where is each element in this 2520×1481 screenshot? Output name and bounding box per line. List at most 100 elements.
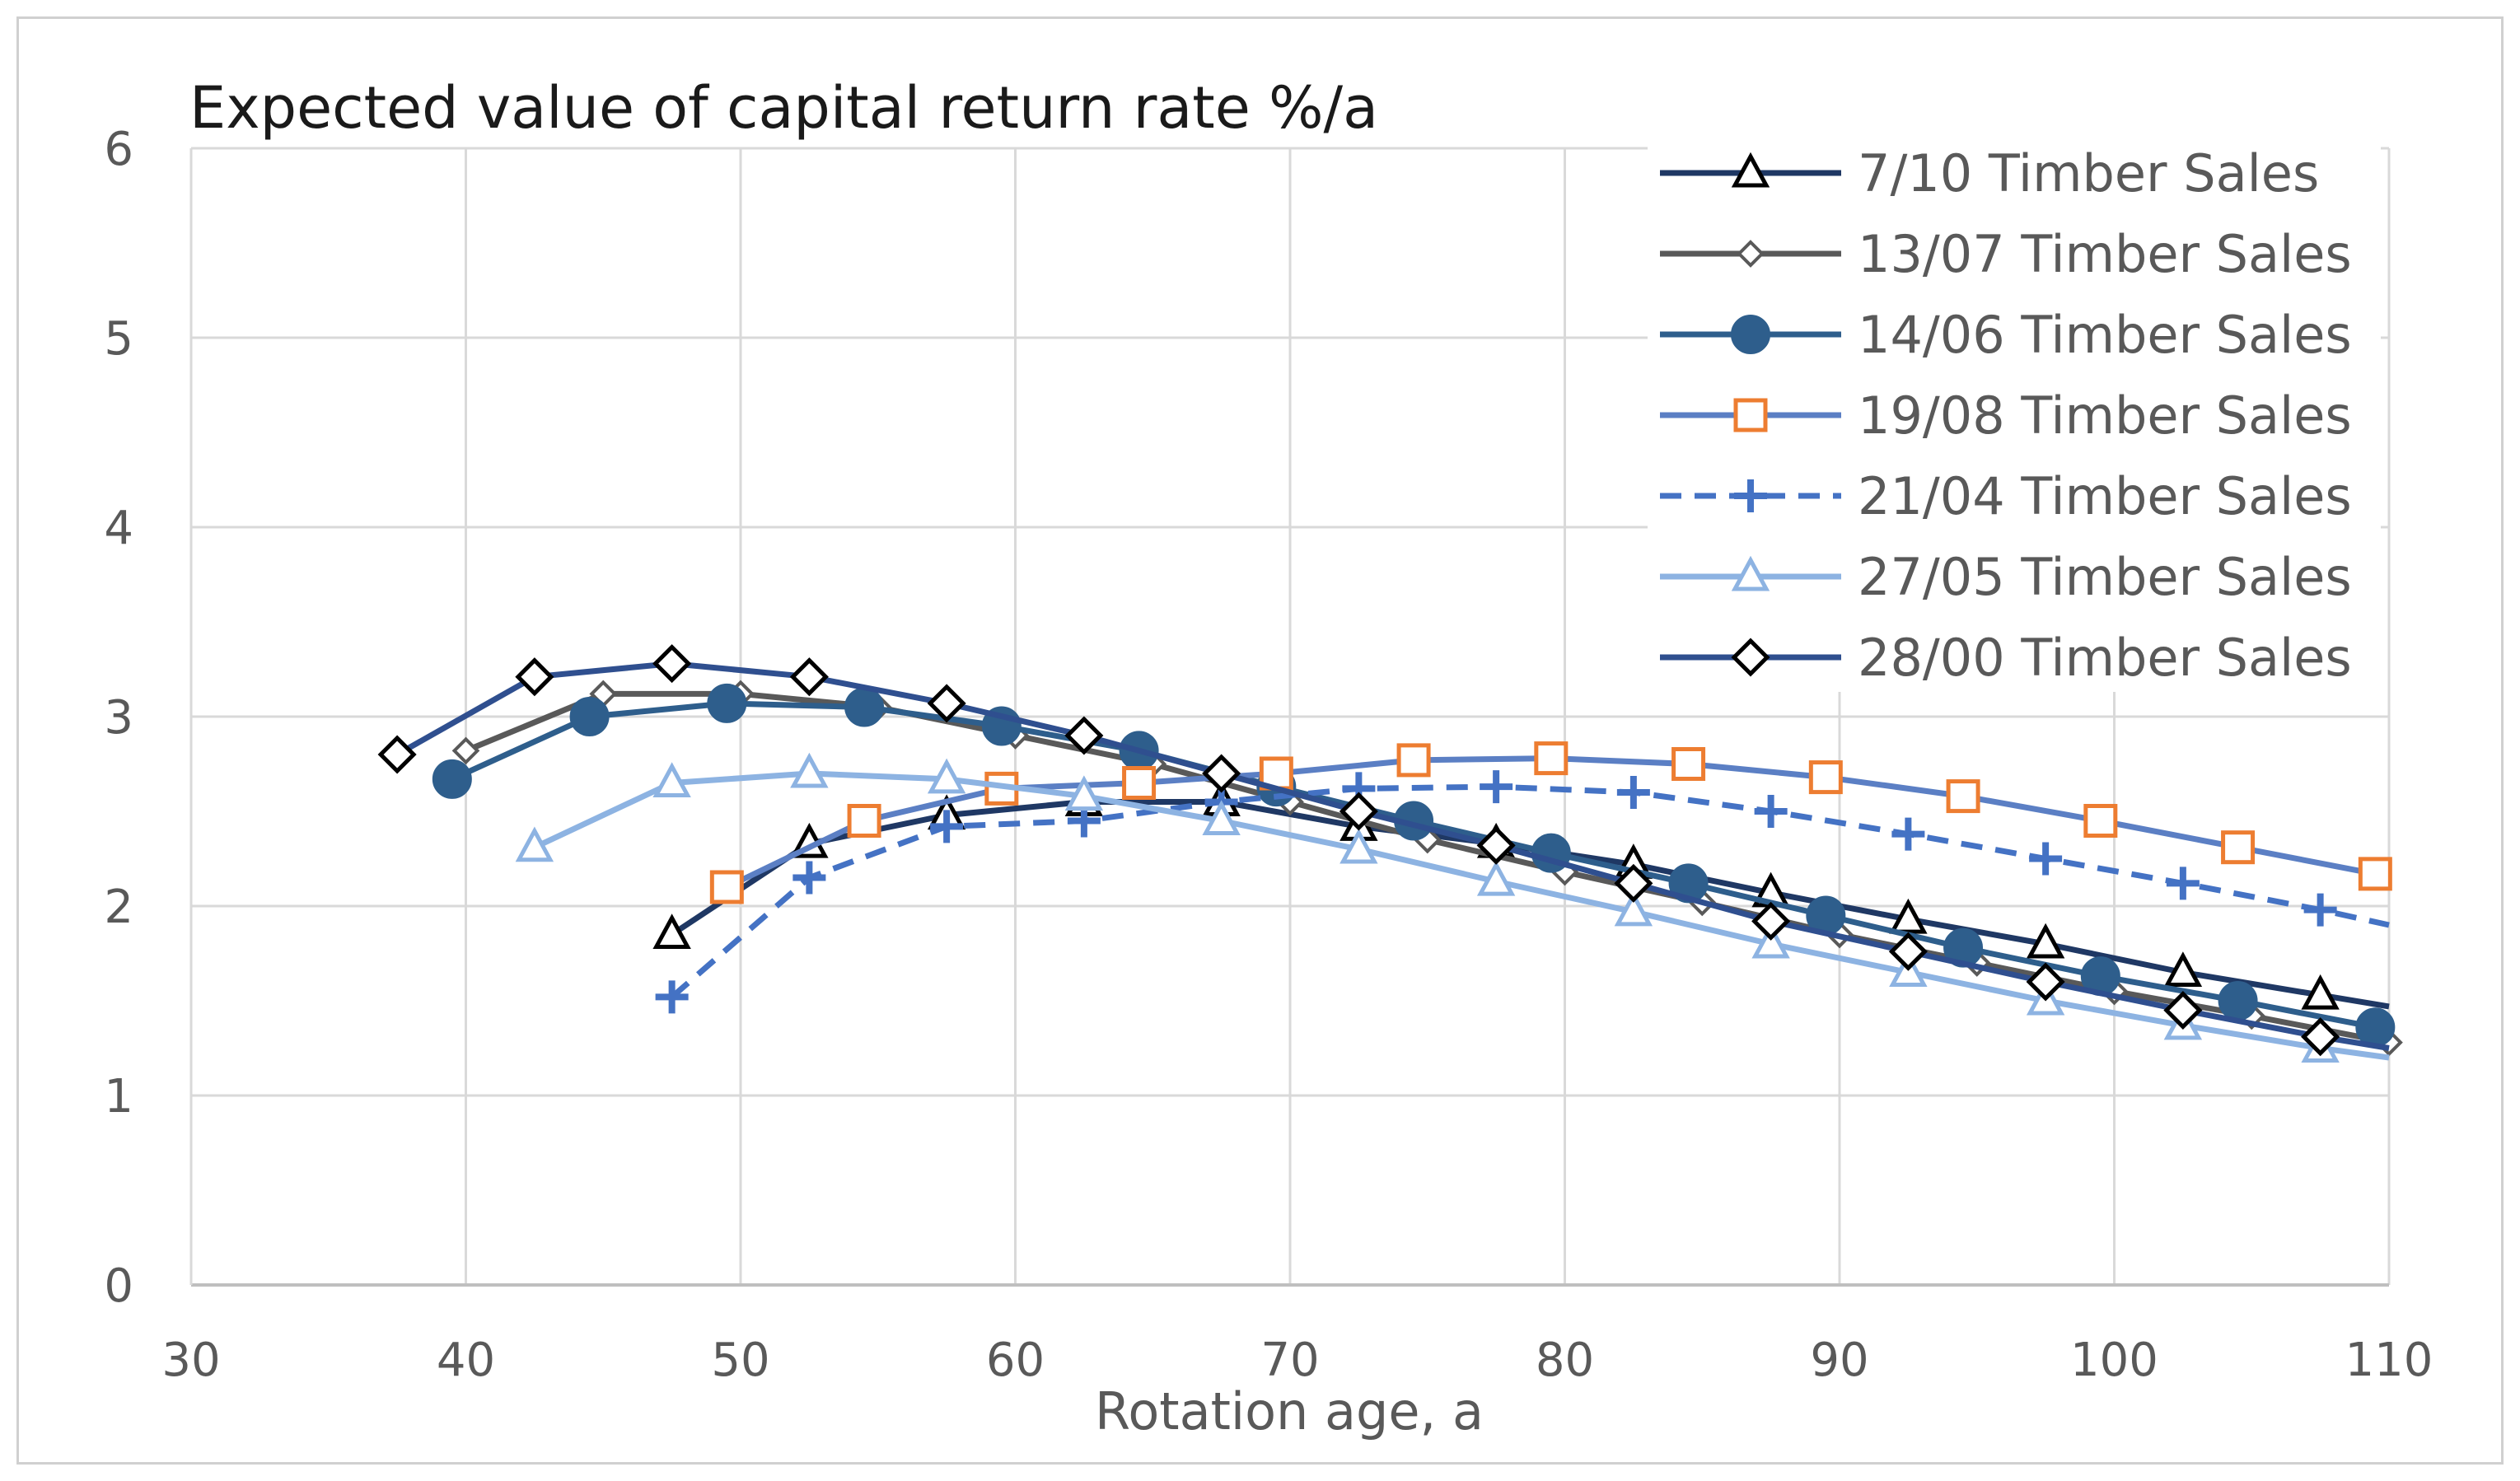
y-tick-label: 6	[104, 123, 133, 176]
x-tick-label: 40	[437, 1334, 495, 1387]
x-tick-label: 50	[711, 1334, 769, 1387]
x-tick-label: 60	[986, 1334, 1045, 1387]
x-axis-title: Rotation age, a	[1095, 1381, 1484, 1441]
x-tick-label: 70	[1260, 1334, 1319, 1387]
legend-label: 7/10 Timber Sales	[1858, 143, 2319, 203]
data-point	[1339, 792, 1378, 831]
data-point	[930, 810, 964, 843]
data-point	[1202, 800, 1241, 835]
series-7	[377, 644, 2390, 1057]
data-point	[2358, 857, 2392, 891]
data-point	[2083, 804, 2118, 838]
data-point	[1064, 716, 1104, 755]
data-point	[1122, 766, 1157, 800]
legend-item: 7/10 Timber Sales	[1660, 143, 2319, 203]
legend-item: 14/06 Timber Sales	[1660, 305, 2352, 365]
x-tick-label: 80	[1536, 1334, 1594, 1387]
data-point	[652, 762, 691, 797]
data-point	[1202, 754, 1241, 793]
data-point	[1614, 890, 1653, 927]
data-point	[1396, 743, 1431, 778]
x-tick-label: 110	[2345, 1334, 2434, 1387]
data-point	[790, 752, 829, 788]
legend-background	[1648, 132, 2381, 692]
data-point	[1946, 779, 1980, 814]
data-point	[652, 644, 692, 684]
data-point	[1339, 828, 1378, 864]
data-point	[792, 861, 826, 895]
data-point	[1671, 747, 1706, 781]
legend-label: 28/00 Timber Sales	[1858, 628, 2352, 688]
y-tick-label: 3	[104, 691, 133, 745]
data-point	[1888, 932, 1928, 971]
y-tick-label: 2	[104, 881, 133, 934]
legend-item: 19/08 Timber Sales	[1660, 385, 2352, 446]
data-point	[451, 736, 480, 765]
data-point	[2163, 951, 2203, 987]
data-point	[1751, 901, 1791, 941]
axes: 30 40 50 60 70 80 90 100 110 0 1 2 3 4 5 6	[104, 123, 2433, 1387]
data-point	[844, 687, 885, 727]
series-line	[670, 783, 2390, 1000]
legend-label: 14/06 Timber Sales	[1858, 305, 2352, 365]
data-point	[1731, 638, 1770, 677]
data-point	[515, 657, 554, 697]
data-point	[652, 913, 691, 949]
x-tick-label: 100	[2070, 1334, 2158, 1387]
data-point	[2166, 867, 2200, 900]
series-3	[432, 683, 2396, 1048]
series-line	[670, 799, 2390, 1010]
data-point	[2218, 981, 2258, 1021]
data-point	[2029, 842, 2063, 876]
data-point	[927, 758, 966, 794]
series-1	[652, 781, 2390, 1010]
x-tick-label: 90	[1810, 1334, 1868, 1387]
data-point	[2026, 962, 2065, 1002]
data-point	[1731, 152, 1770, 188]
grid	[191, 147, 2391, 1285]
chart-title: Expected value of capital return rate %/…	[189, 74, 1378, 142]
data-point	[1476, 860, 1516, 896]
legend-label: 19/08 Timber Sales	[1858, 385, 2352, 446]
data-point	[1476, 825, 1516, 865]
legend-item: 27/05 Timber Sales	[1660, 547, 2352, 607]
data-point	[1064, 775, 1104, 811]
data-point	[2163, 990, 2203, 1030]
data-point	[377, 735, 417, 774]
legend-item: 21/04 Timber Sales	[1660, 466, 2352, 526]
y-tick-label: 5	[104, 312, 133, 366]
legend-item: 28/00 Timber Sales	[1660, 628, 2352, 688]
data-point	[2301, 1017, 2340, 1057]
legend-label: 13/07 Timber Sales	[1858, 224, 2352, 284]
data-point	[1616, 776, 1650, 809]
data-point	[847, 804, 881, 838]
legend-item: 13/07 Timber Sales	[1660, 224, 2352, 284]
data-point	[1534, 741, 1569, 776]
series-layer	[377, 644, 2403, 1063]
data-point	[2221, 830, 2256, 865]
y-tick-label: 1	[104, 1070, 133, 1124]
data-point	[1614, 863, 1653, 903]
data-point	[569, 697, 610, 736]
data-point	[927, 684, 966, 723]
y-tick-label: 4	[104, 502, 133, 555]
series-line	[395, 661, 2390, 1051]
legend-label: 27/05 Timber Sales	[1858, 547, 2352, 607]
data-point	[432, 759, 472, 799]
data-point	[789, 657, 829, 697]
data-point	[1480, 770, 1513, 804]
data-point	[1737, 240, 1765, 268]
data-point	[655, 980, 689, 1014]
data-point	[1889, 898, 1928, 934]
data-point	[2301, 974, 2340, 1010]
data-point	[1668, 863, 1709, 904]
data-point	[1734, 479, 1767, 512]
series-6	[515, 752, 2390, 1063]
data-point	[1943, 927, 1984, 968]
data-point	[2026, 923, 2065, 959]
y-tick-label: 0	[104, 1259, 133, 1313]
data-point	[2355, 1007, 2396, 1048]
legend: 7/10 Timber Sales 13/07 Timber Sales 14/06…	[1648, 132, 2381, 692]
data-point	[1808, 760, 1843, 795]
